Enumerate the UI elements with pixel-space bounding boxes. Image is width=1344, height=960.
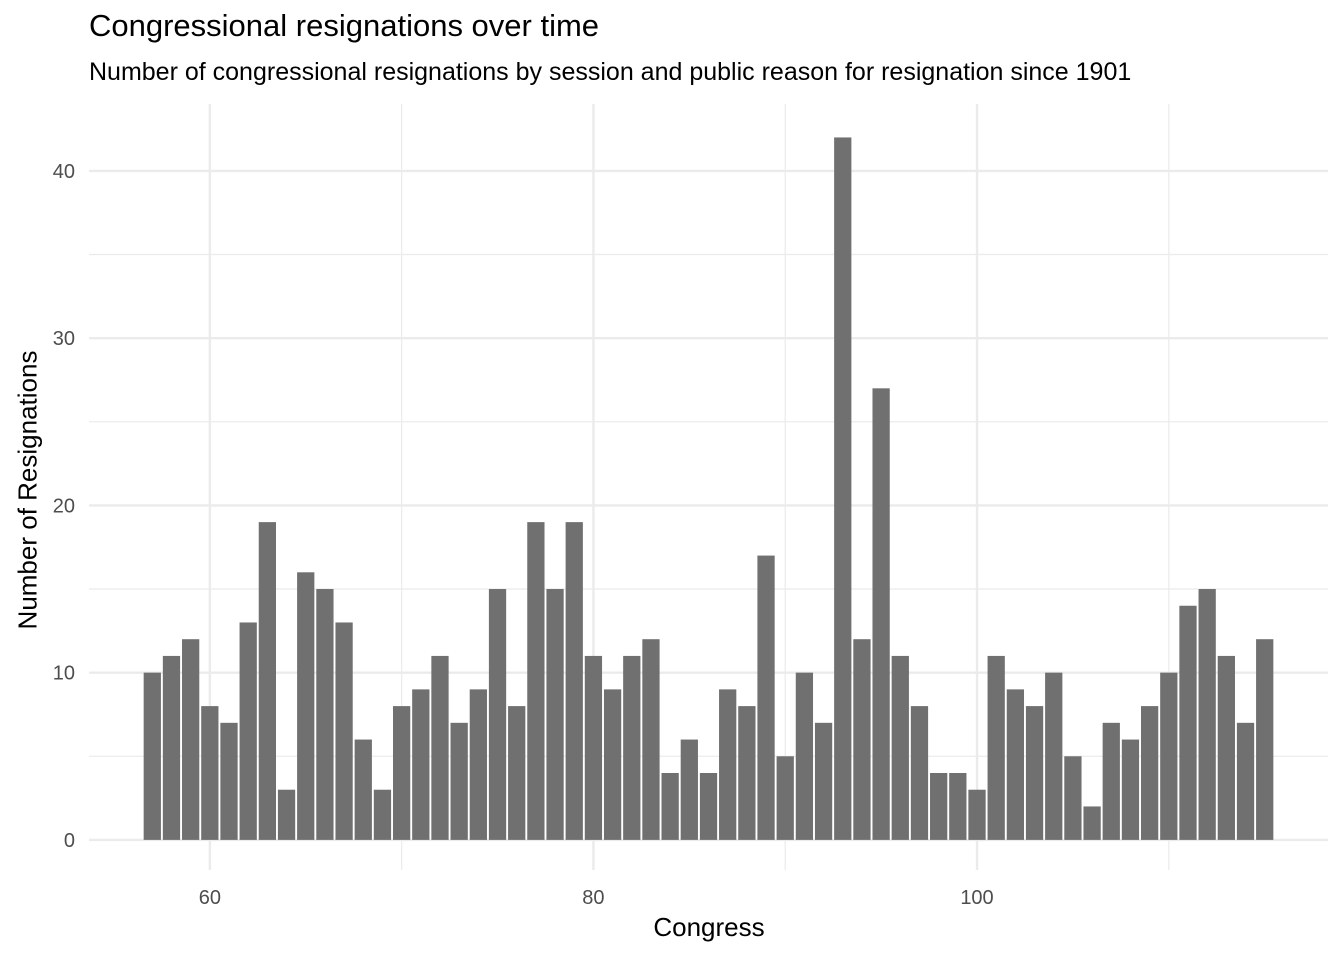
- bar: [1025, 706, 1044, 840]
- bar: [699, 772, 718, 840]
- x-tick-label: 100: [960, 887, 993, 909]
- bar: [603, 689, 622, 840]
- bar: [162, 655, 181, 840]
- bar: [201, 706, 219, 840]
- bar: [297, 572, 315, 840]
- bar: [1064, 756, 1082, 840]
- bar: [584, 655, 603, 840]
- bar: [450, 722, 468, 840]
- bar: [757, 555, 775, 840]
- bar: [987, 655, 1005, 840]
- y-tick-label: 30: [53, 328, 75, 350]
- bar: [1198, 589, 1216, 840]
- bar: [795, 672, 814, 840]
- x-tick-label: 80: [582, 887, 604, 909]
- bar: [182, 639, 200, 840]
- bar: [1083, 806, 1101, 840]
- y-tick-label: 20: [53, 495, 75, 517]
- bar: [508, 706, 526, 840]
- bar: [642, 639, 660, 840]
- bar: [949, 772, 967, 840]
- bar: [930, 772, 948, 840]
- x-tick-label: 60: [199, 887, 221, 909]
- y-tick-label: 40: [53, 161, 75, 183]
- bar: [1179, 605, 1197, 840]
- bar: [814, 722, 833, 840]
- bar: [565, 522, 583, 840]
- bar: [1256, 639, 1274, 840]
- bar: [680, 739, 698, 840]
- bar: [239, 622, 257, 840]
- bar: [623, 655, 641, 840]
- chart-subtitle: Number of congressional resignations by …: [89, 58, 1132, 86]
- bar: [527, 522, 545, 840]
- bar: [431, 655, 449, 840]
- bar: [1160, 672, 1178, 840]
- bar: [1045, 672, 1063, 840]
- y-tick-label: 10: [53, 663, 75, 685]
- bar: [546, 589, 564, 840]
- bar: [277, 789, 296, 840]
- bar: [853, 639, 871, 840]
- bar: [1102, 722, 1120, 840]
- y-axis-label: Number of Resignations: [12, 350, 43, 630]
- bar: [373, 789, 392, 840]
- chart-title: Congressional resignations over time: [89, 8, 600, 43]
- bar: [220, 722, 238, 840]
- bar: [834, 137, 852, 840]
- bar: [488, 589, 507, 840]
- bar: [910, 706, 929, 840]
- x-axis-label: Congress: [653, 912, 765, 942]
- bar: [1140, 706, 1159, 840]
- bar: [872, 388, 890, 840]
- bar: [316, 589, 334, 840]
- bar: [412, 689, 430, 840]
- bar: [661, 772, 679, 840]
- bar: [968, 789, 986, 840]
- bar: [719, 689, 737, 840]
- bar: [1006, 689, 1025, 840]
- bar: [1236, 722, 1255, 840]
- bar: [891, 655, 909, 840]
- bar: [143, 672, 161, 840]
- bar: [258, 522, 277, 840]
- bar: [1217, 655, 1235, 840]
- y-tick-label: 0: [64, 830, 75, 852]
- bar: [1121, 739, 1140, 840]
- bar: [776, 756, 794, 840]
- bar: [335, 622, 353, 840]
- bar: [392, 706, 411, 840]
- bar: [738, 706, 756, 840]
- bar: [354, 739, 372, 840]
- bar: [469, 689, 487, 840]
